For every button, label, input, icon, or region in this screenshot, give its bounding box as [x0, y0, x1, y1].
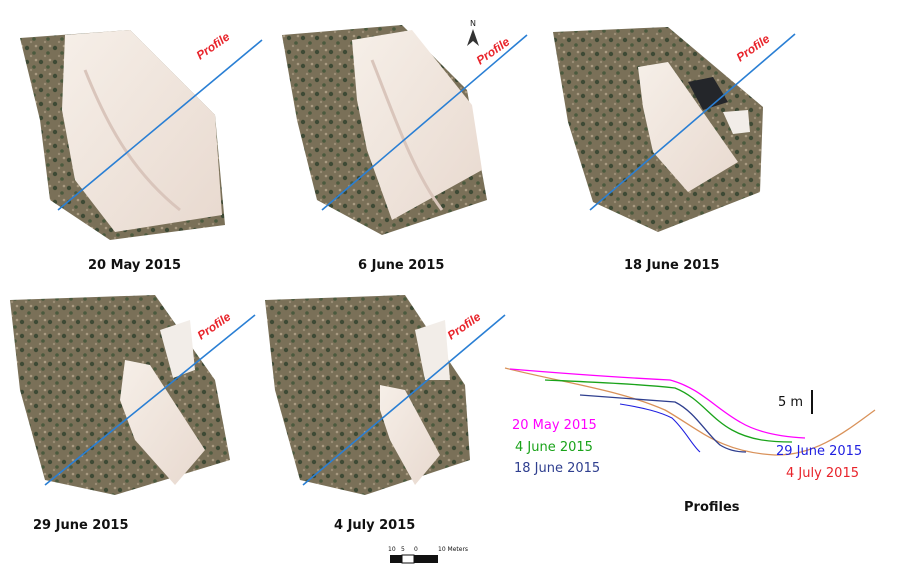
- map-panel-18-june: Profile: [538, 22, 800, 245]
- profile-curve-terrain: [504, 367, 876, 456]
- map-panel-4-july: Profile: [255, 290, 517, 510]
- profile-line: [302, 314, 506, 486]
- profile-line: [589, 33, 796, 211]
- panel-caption: 20 May 2015: [88, 258, 182, 273]
- profile-curve-18-june: [579, 394, 747, 453]
- legend-20-may: 20 May 2015: [512, 418, 597, 433]
- profile-curve-20-may: [509, 368, 806, 439]
- map-panel-29-june: Profile: [5, 290, 267, 510]
- north-arrow-icon: N: [467, 20, 479, 46]
- svg-text:10 Meters: 10 Meters: [438, 546, 468, 553]
- legend-29-june: 29 June 2015: [776, 444, 863, 459]
- profile-label: Profile: [194, 30, 233, 62]
- svg-text:5: 5: [401, 546, 405, 553]
- panel-caption: 29 June 2015: [33, 518, 129, 533]
- svg-text:10: 10: [388, 546, 396, 553]
- panel-caption: 6 June 2015: [358, 258, 445, 273]
- profiles-title: Profiles: [684, 500, 740, 515]
- orthophoto-18-june: Profile: [553, 27, 796, 232]
- profile-line: [44, 314, 256, 486]
- panel-caption: 18 June 2015: [624, 258, 720, 273]
- orthophoto-20-may: Profile: [20, 30, 263, 240]
- scale-bar: 10 5 0 10 Meters: [386, 544, 506, 565]
- profile-curve-29-june: [619, 403, 701, 453]
- svg-text:N: N: [470, 20, 476, 28]
- map-panel-20-may: Profile: [10, 30, 270, 245]
- orthophoto-29-june: Profile: [10, 295, 256, 495]
- orthophoto-4-july: Profile: [265, 295, 506, 495]
- legend-18-june: 18 June 2015: [514, 461, 601, 476]
- profile-curves: 5 m: [504, 367, 876, 456]
- panel-caption: 4 July 2015: [334, 518, 416, 533]
- profile-line: [57, 39, 263, 211]
- profile-line: [321, 34, 528, 211]
- map-panel-6-june: Profile N: [272, 20, 534, 245]
- profile-label: Profile: [474, 34, 513, 67]
- profile-label: Profile: [734, 31, 773, 64]
- orthophoto-6-june: Profile N: [282, 20, 528, 235]
- profile-curve-4-june: [544, 379, 793, 443]
- svg-text:0: 0: [414, 546, 418, 553]
- legend-4-july: 4 July 2015: [786, 466, 859, 481]
- legend-4-june: 4 June 2015: [515, 440, 593, 455]
- profiles-chart: 5 m: [500, 360, 880, 470]
- vertical-scale-label: 5 m: [778, 395, 803, 410]
